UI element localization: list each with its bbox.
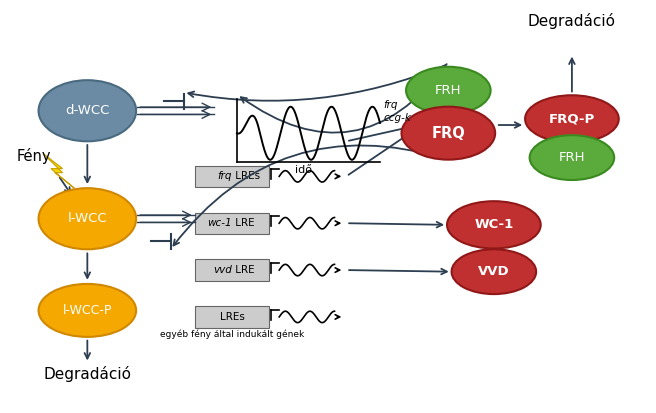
Text: frq: frq	[383, 100, 398, 110]
Ellipse shape	[451, 249, 536, 294]
Text: Degradáció: Degradáció	[528, 13, 616, 29]
FancyBboxPatch shape	[195, 213, 270, 234]
Ellipse shape	[39, 188, 136, 249]
Polygon shape	[43, 154, 74, 188]
Text: egyéb fény által indukált gének: egyéb fény által indukált gének	[159, 330, 304, 339]
Text: Degradáció: Degradáció	[43, 366, 131, 382]
Text: LRE: LRE	[232, 218, 255, 228]
Text: wc-1: wc-1	[207, 218, 232, 228]
FancyBboxPatch shape	[195, 259, 270, 281]
Ellipse shape	[39, 284, 136, 337]
Text: vvd: vvd	[213, 265, 232, 275]
Text: Fény: Fény	[17, 147, 52, 164]
Text: l-WCC-P: l-WCC-P	[63, 304, 112, 317]
Text: l-WCC: l-WCC	[68, 212, 107, 225]
Text: idő: idő	[295, 164, 312, 175]
Text: ccg-k: ccg-k	[383, 113, 411, 123]
Ellipse shape	[39, 80, 136, 141]
Ellipse shape	[525, 95, 619, 142]
Ellipse shape	[529, 135, 614, 180]
Text: WC-1: WC-1	[474, 218, 514, 231]
FancyBboxPatch shape	[195, 166, 270, 187]
Ellipse shape	[406, 67, 491, 114]
Text: d-WCC: d-WCC	[65, 104, 110, 117]
Text: FRH: FRH	[559, 151, 585, 164]
FancyBboxPatch shape	[195, 306, 270, 328]
Text: FRQ: FRQ	[432, 126, 465, 141]
Ellipse shape	[447, 201, 541, 249]
Text: LREs: LREs	[232, 171, 260, 181]
Text: frq: frq	[218, 171, 232, 181]
Text: VVD: VVD	[478, 265, 510, 278]
Text: LREs: LREs	[220, 312, 245, 322]
Text: FRH: FRH	[435, 84, 462, 97]
Ellipse shape	[401, 107, 495, 160]
Text: FRQ-P: FRQ-P	[549, 112, 595, 126]
Text: LRE: LRE	[232, 265, 255, 275]
